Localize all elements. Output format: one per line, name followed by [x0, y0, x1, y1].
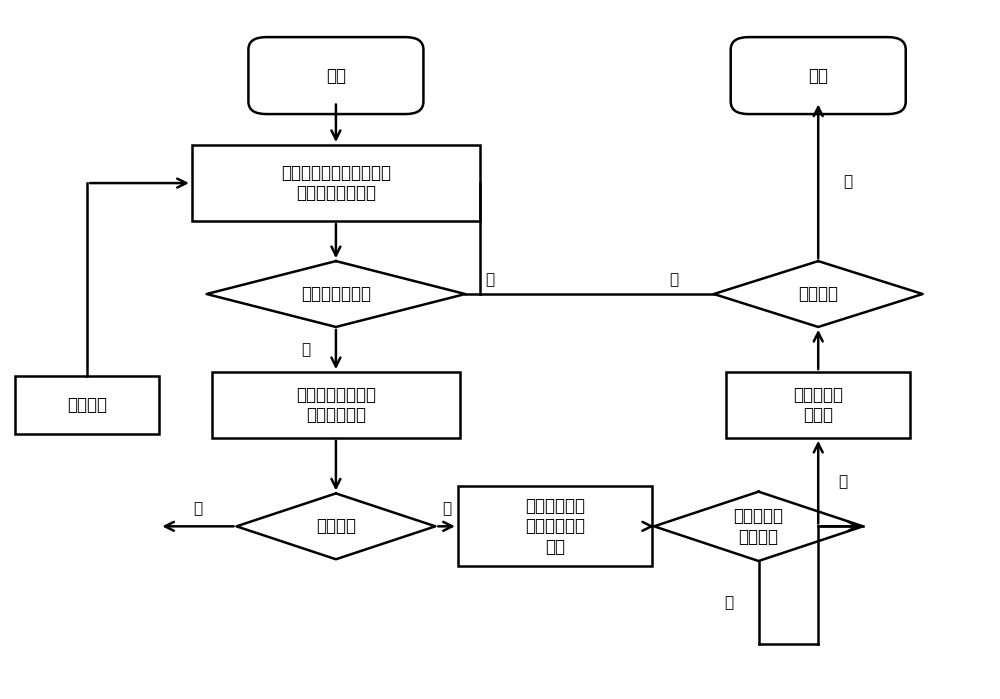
Text: 边缘服务器
处理完毕: 边缘服务器 处理完毕 [734, 507, 784, 546]
Text: 向边缘服务器
上传多传感器
数据: 向边缘服务器 上传多传感器 数据 [525, 496, 585, 556]
Text: 结束: 结束 [808, 66, 828, 85]
Text: 对列车里程进行推算并将
多传感器数据存储: 对列车里程进行推算并将 多传感器数据存储 [281, 164, 391, 203]
Polygon shape [654, 491, 863, 561]
Text: 是否到下一周期: 是否到下一周期 [301, 285, 371, 303]
Text: 否: 否 [843, 174, 853, 189]
Text: 开始: 开始 [326, 66, 346, 85]
Bar [15, 375, 159, 435]
Text: 是: 是 [442, 501, 451, 517]
Text: 是: 是 [302, 342, 311, 357]
FancyBboxPatch shape [248, 37, 423, 114]
Bar [192, 145, 480, 221]
Bar [458, 487, 652, 566]
Text: 是: 是 [839, 475, 848, 489]
Text: 是否继续: 是否继续 [798, 285, 838, 303]
Text: 请求接受: 请求接受 [316, 517, 356, 535]
Polygon shape [207, 261, 465, 327]
Text: 保存数据: 保存数据 [67, 396, 107, 414]
Text: 否: 否 [724, 595, 733, 610]
Text: 否: 否 [485, 273, 495, 288]
Text: 否: 否 [193, 501, 202, 517]
Polygon shape [714, 261, 923, 327]
Bar [212, 372, 460, 438]
Text: 是: 是 [669, 273, 679, 288]
Polygon shape [236, 493, 435, 559]
FancyBboxPatch shape [731, 37, 906, 114]
Bar [726, 372, 910, 438]
Text: 更新列车定
位信息: 更新列车定 位信息 [793, 386, 843, 424]
Text: 向边缘服务器发送
数据处理请求: 向边缘服务器发送 数据处理请求 [296, 386, 376, 424]
